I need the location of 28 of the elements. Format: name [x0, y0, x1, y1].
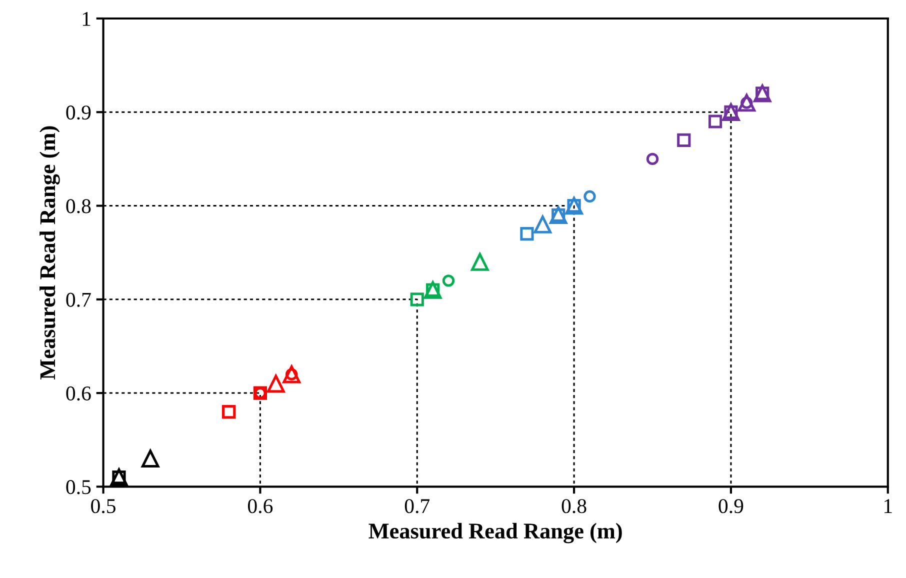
- y-tick-label: 1: [82, 12, 90, 26]
- point: [677, 133, 691, 148]
- point: [222, 404, 236, 419]
- x-tick-label: 0.5: [91, 499, 116, 514]
- y-tick-label: 0.7: [66, 292, 91, 307]
- x-axis-title: Measured Read Range (m): [368, 522, 622, 544]
- point: [267, 374, 285, 393]
- point: [520, 227, 534, 241]
- y-tick-label: 0.9: [66, 106, 91, 120]
- point: [534, 216, 552, 234]
- point: [471, 253, 489, 271]
- point: [410, 292, 424, 306]
- y-tick-label: 0.5: [66, 480, 91, 494]
- point: [708, 114, 722, 128]
- x-tick-label: 0.8: [562, 499, 586, 514]
- y-tick-label: 0.8: [66, 199, 91, 214]
- point: [141, 450, 160, 468]
- point: [738, 94, 756, 112]
- y-tick-label: 0.6: [66, 386, 91, 401]
- x-tick-label: 0.6: [248, 499, 273, 514]
- x-tick-label: 1: [884, 499, 892, 513]
- x-tick-label: 0.9: [718, 499, 744, 514]
- x-tick-label: 0.7: [404, 499, 430, 514]
- point: [646, 152, 659, 166]
- point: [442, 274, 455, 287]
- point: [584, 190, 596, 203]
- y-axis-title: Measured Read Range (m): [40, 126, 60, 380]
- point: [282, 365, 300, 384]
